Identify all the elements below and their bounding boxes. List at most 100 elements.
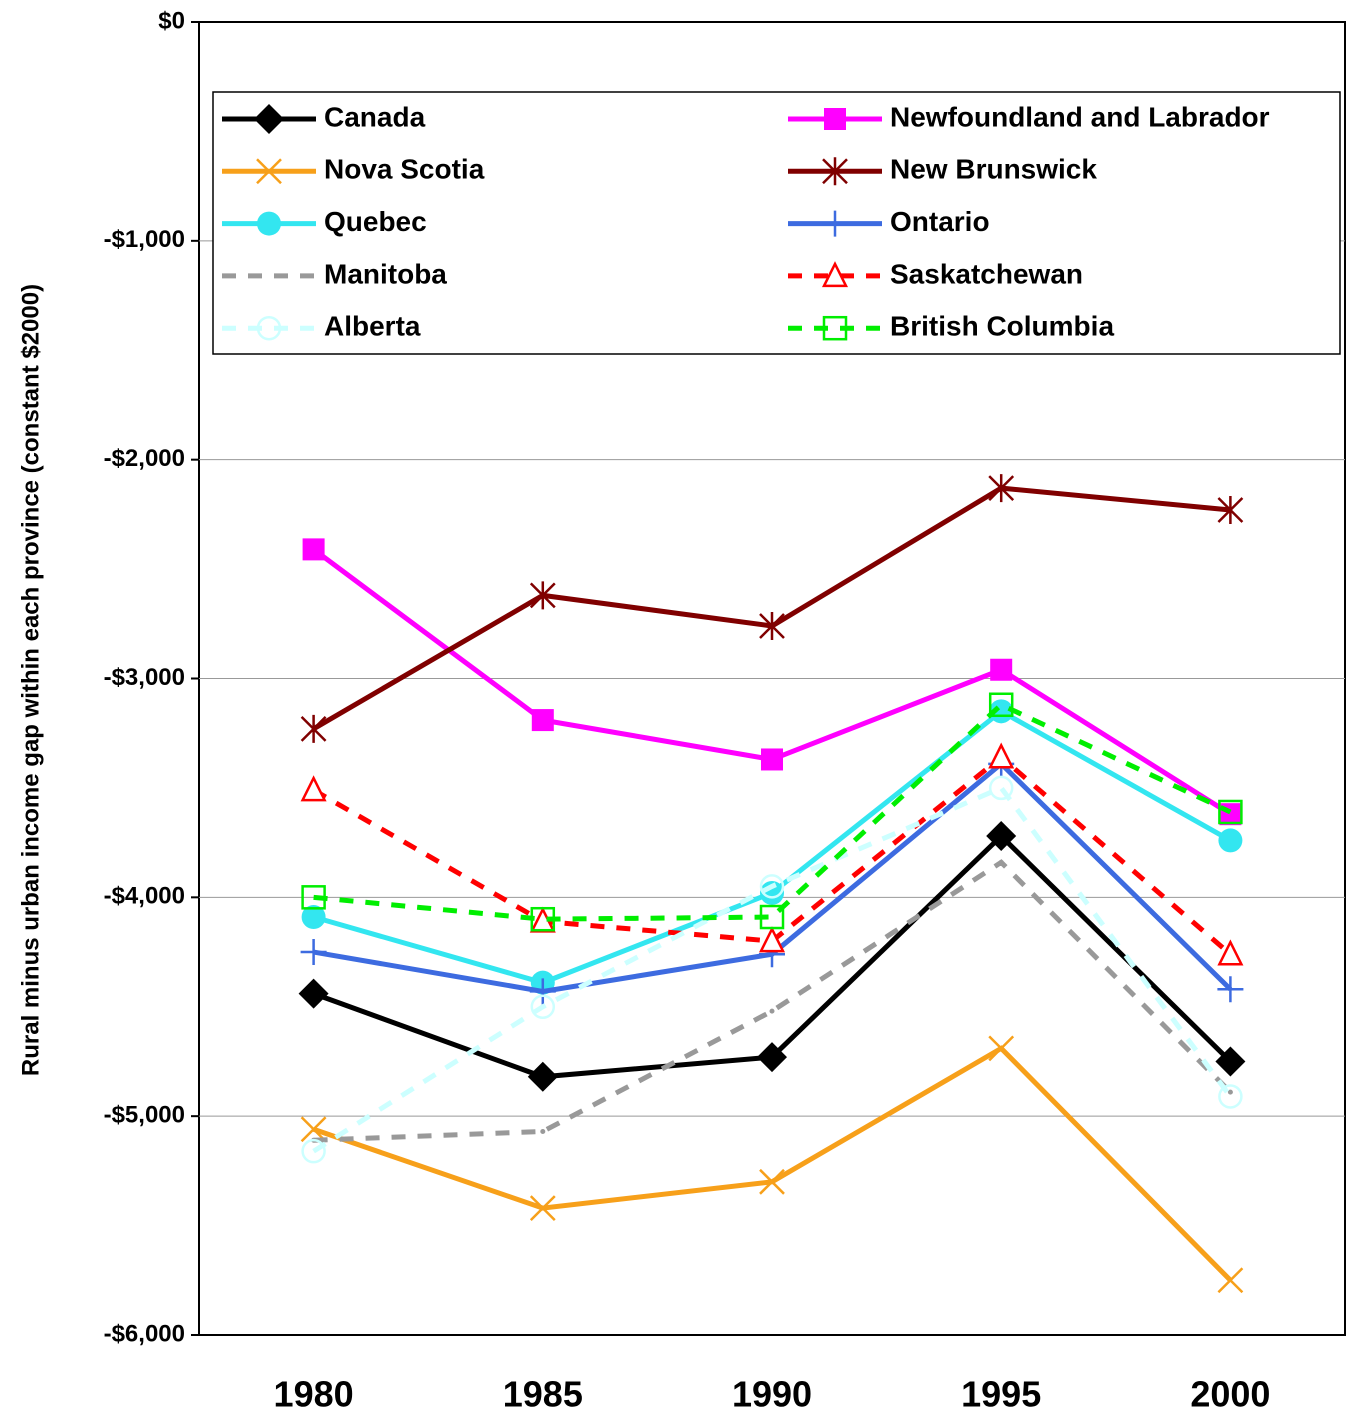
- marker: [298, 978, 329, 1009]
- legend-label: Canada: [324, 101, 426, 132]
- triangle: [1217, 939, 1244, 966]
- marker: [824, 108, 846, 130]
- marker: [1217, 1267, 1244, 1294]
- cross: [1217, 1267, 1244, 1294]
- square: [530, 906, 556, 932]
- marker: [822, 210, 848, 237]
- x-tick-label: 1990: [732, 1374, 812, 1415]
- marker: [1218, 1084, 1243, 1109]
- marker: [758, 926, 786, 953]
- marker: [530, 994, 556, 1019]
- marker: [1217, 939, 1244, 966]
- diamond: [254, 104, 284, 134]
- marker: [527, 1061, 558, 1092]
- marker: [1227, 1089, 1233, 1095]
- marker: [300, 939, 327, 966]
- marker: [530, 906, 556, 932]
- plus: [300, 939, 327, 966]
- marker: [988, 742, 1015, 769]
- diamond: [757, 1042, 787, 1073]
- series-line: [312, 784, 1233, 1154]
- diamond: [986, 821, 1017, 852]
- marker: [988, 1035, 1015, 1062]
- y-tick-label: -$2,000: [104, 445, 185, 472]
- plus: [529, 978, 556, 1005]
- series-line: [313, 859, 1233, 1143]
- marker: [302, 538, 325, 561]
- legend-label: British Columbia: [890, 311, 1114, 342]
- marker: [301, 905, 326, 930]
- marker: [822, 315, 848, 341]
- circle: [301, 905, 326, 930]
- y-axis-title: Rural minus urban income gap within each…: [17, 284, 44, 1076]
- marker: [301, 1138, 326, 1164]
- square: [1218, 799, 1243, 825]
- marker: [300, 714, 327, 743]
- plus: [822, 210, 848, 237]
- marker: [300, 1116, 327, 1143]
- square: [822, 315, 848, 341]
- marker: [1218, 828, 1243, 853]
- y-tick-label: -$6,000: [104, 1320, 185, 1347]
- asterisk: [300, 714, 327, 743]
- diamond: [298, 978, 329, 1009]
- legend-label: New Brunswick: [890, 154, 1097, 185]
- circle: [530, 994, 556, 1019]
- marker: [759, 611, 785, 640]
- cross: [300, 1116, 327, 1143]
- circle: [989, 699, 1014, 724]
- legend-label: Newfoundland and Labrador: [890, 101, 1270, 132]
- x-tick-label: 1980: [274, 1374, 354, 1415]
- circle: [1218, 828, 1243, 853]
- y-tick-label: -$5,000: [104, 1102, 185, 1129]
- marker: [254, 104, 284, 134]
- legend-label: Nova Scotia: [324, 154, 485, 185]
- x-tick-label: 1985: [503, 1374, 583, 1415]
- marker: [761, 748, 783, 771]
- circle: [301, 1138, 326, 1164]
- square: [824, 108, 846, 130]
- marker: [301, 885, 326, 910]
- circle: [257, 211, 281, 236]
- square: [302, 538, 325, 561]
- legend-label: Manitoba: [324, 258, 447, 289]
- square: [301, 885, 326, 910]
- square: [988, 692, 1014, 718]
- marker: [759, 1168, 785, 1195]
- marker: [300, 775, 327, 802]
- marker: [822, 157, 848, 186]
- marker: [1215, 1046, 1246, 1077]
- marker: [769, 1008, 775, 1014]
- marker: [990, 658, 1013, 681]
- marker: [986, 821, 1017, 852]
- marker: [529, 581, 556, 610]
- x-tick-label: 1995: [961, 1374, 1041, 1415]
- marker: [757, 1042, 787, 1073]
- marker: [998, 859, 1004, 865]
- marker: [256, 315, 282, 341]
- cross: [256, 158, 282, 185]
- y-tick-label: -$1,000: [104, 226, 185, 253]
- circle: [759, 874, 785, 899]
- asterisk: [759, 611, 785, 640]
- plus: [1217, 976, 1244, 1003]
- marker: [1218, 799, 1243, 825]
- y-tick-label: -$3,000: [104, 664, 185, 691]
- x-tick-label: 2000: [1190, 1374, 1270, 1415]
- diamond: [527, 1061, 558, 1092]
- cross: [759, 1168, 785, 1195]
- marker: [989, 699, 1014, 724]
- triangle: [821, 261, 849, 288]
- marker: [1217, 976, 1244, 1003]
- circle: [988, 775, 1014, 801]
- y-tick-label: $0: [158, 7, 185, 34]
- marker: [759, 874, 785, 899]
- marker: [988, 692, 1014, 718]
- square: [759, 904, 785, 930]
- legend-box: [212, 91, 1341, 355]
- legend-label: Alberta: [324, 311, 421, 342]
- circle: [1218, 1084, 1243, 1109]
- square: [761, 748, 783, 771]
- marker: [988, 474, 1015, 503]
